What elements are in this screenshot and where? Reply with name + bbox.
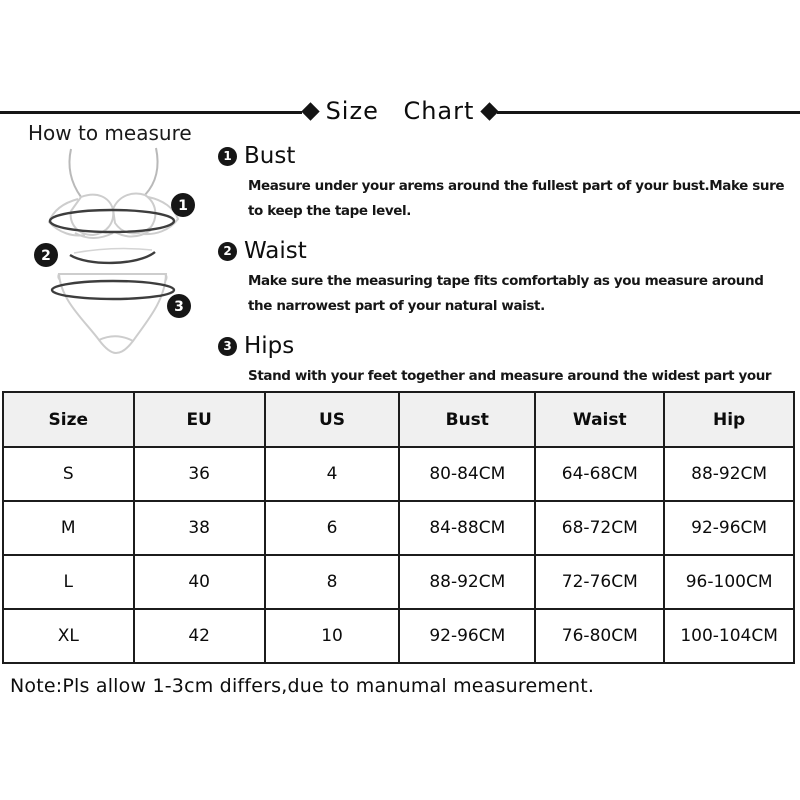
cell: 96-100CM [663,554,795,610]
measure-instructions: 1 Bust Measure under your arems around t… [218,143,790,428]
badge-1: 1 [171,193,195,217]
title-rule-right [497,111,800,114]
cell: 84-88CM [398,500,537,556]
waist-tape-line [69,247,156,265]
cell: 36 [132,446,266,502]
number-badge-icon: 3 [218,336,237,356]
cell: 4 [263,446,401,502]
cell: 64-68CM [534,446,666,502]
col-header-size: Size [2,391,135,448]
cell: 10 [263,608,401,664]
cell: 92-96CM [663,500,795,556]
instruction-waist-heading: 2 Waist [218,238,790,264]
instruction-hips-heading: 3 Hips [218,333,790,359]
bust-tape-line [48,208,176,234]
svg-text:3: 3 [174,299,184,315]
col-header-waist: Waist [534,391,666,448]
bikini-measure-illustration: 1 2 3 [34,147,195,355]
table-row-xl: XL 42 10 92-96CM 76-80CM 100-104CM [2,608,795,664]
cell: M [2,500,135,556]
cell: 40 [132,554,266,610]
cell: 76-80CM [534,608,666,664]
badge-2: 2 [34,243,58,267]
cell: L [2,554,135,610]
svg-text:2: 2 [41,248,51,264]
svg-text:1: 1 [178,198,188,214]
how-to-measure-heading: How to measure [28,121,192,145]
measurement-note: Note:Pls allow 1-3cm differs,due to manu… [10,675,595,697]
table-row-s: S 36 4 80-84CM 64-68CM 88-92CM [2,446,795,502]
col-header-bust: Bust [398,391,537,448]
cell: S [2,446,135,502]
instruction-description: Make sure the measuring tape fits comfor… [248,273,764,314]
col-header-eu: EU [132,391,266,448]
cell: 42 [132,608,266,664]
col-header-hip: Hip [663,391,795,448]
page-title: Size Chart [325,97,475,125]
cell: 100-104CM [663,608,795,664]
instruction-bust-heading: 1 Bust [218,143,790,169]
cell: 72-76CM [534,554,666,610]
title-rule-left [0,111,302,114]
instruction-waist: 2 Waist Make sure the measuring tape fit… [218,238,790,319]
number-badge-icon: 1 [218,146,237,166]
cell: 8 [263,554,401,610]
cell: 6 [263,500,401,556]
instruction-title: Bust [244,143,296,169]
table-row-l: L 40 8 88-92CM 72-76CM 96-100CM [2,554,795,610]
cell: XL [2,608,135,664]
number-badge-icon: 2 [218,241,237,261]
cell: 88-92CM [663,446,795,502]
cell: 92-96CM [398,608,537,664]
bikini-bottom [57,273,168,355]
instruction-title: Waist [244,238,307,264]
cell: 80-84CM [398,446,537,502]
size-table: Size EU US Bust Waist Hip S 36 4 80-84CM… [2,391,795,664]
instruction-bust: 1 Bust Measure under your arems around t… [218,143,790,224]
instruction-title: Hips [244,333,295,359]
cell: 68-72CM [534,500,666,556]
instruction-description: Measure under your arems around the full… [248,178,785,219]
table-header-row: Size EU US Bust Waist Hip [2,391,795,448]
bra-straps [68,147,159,198]
cell: 38 [132,500,266,556]
badge-3: 3 [167,294,191,318]
col-header-us: US [263,391,401,448]
hip-tape-line [50,279,176,301]
cell: 88-92CM [398,554,537,610]
table-row-m: M 38 6 84-88CM 68-72CM 92-96CM [2,500,795,556]
